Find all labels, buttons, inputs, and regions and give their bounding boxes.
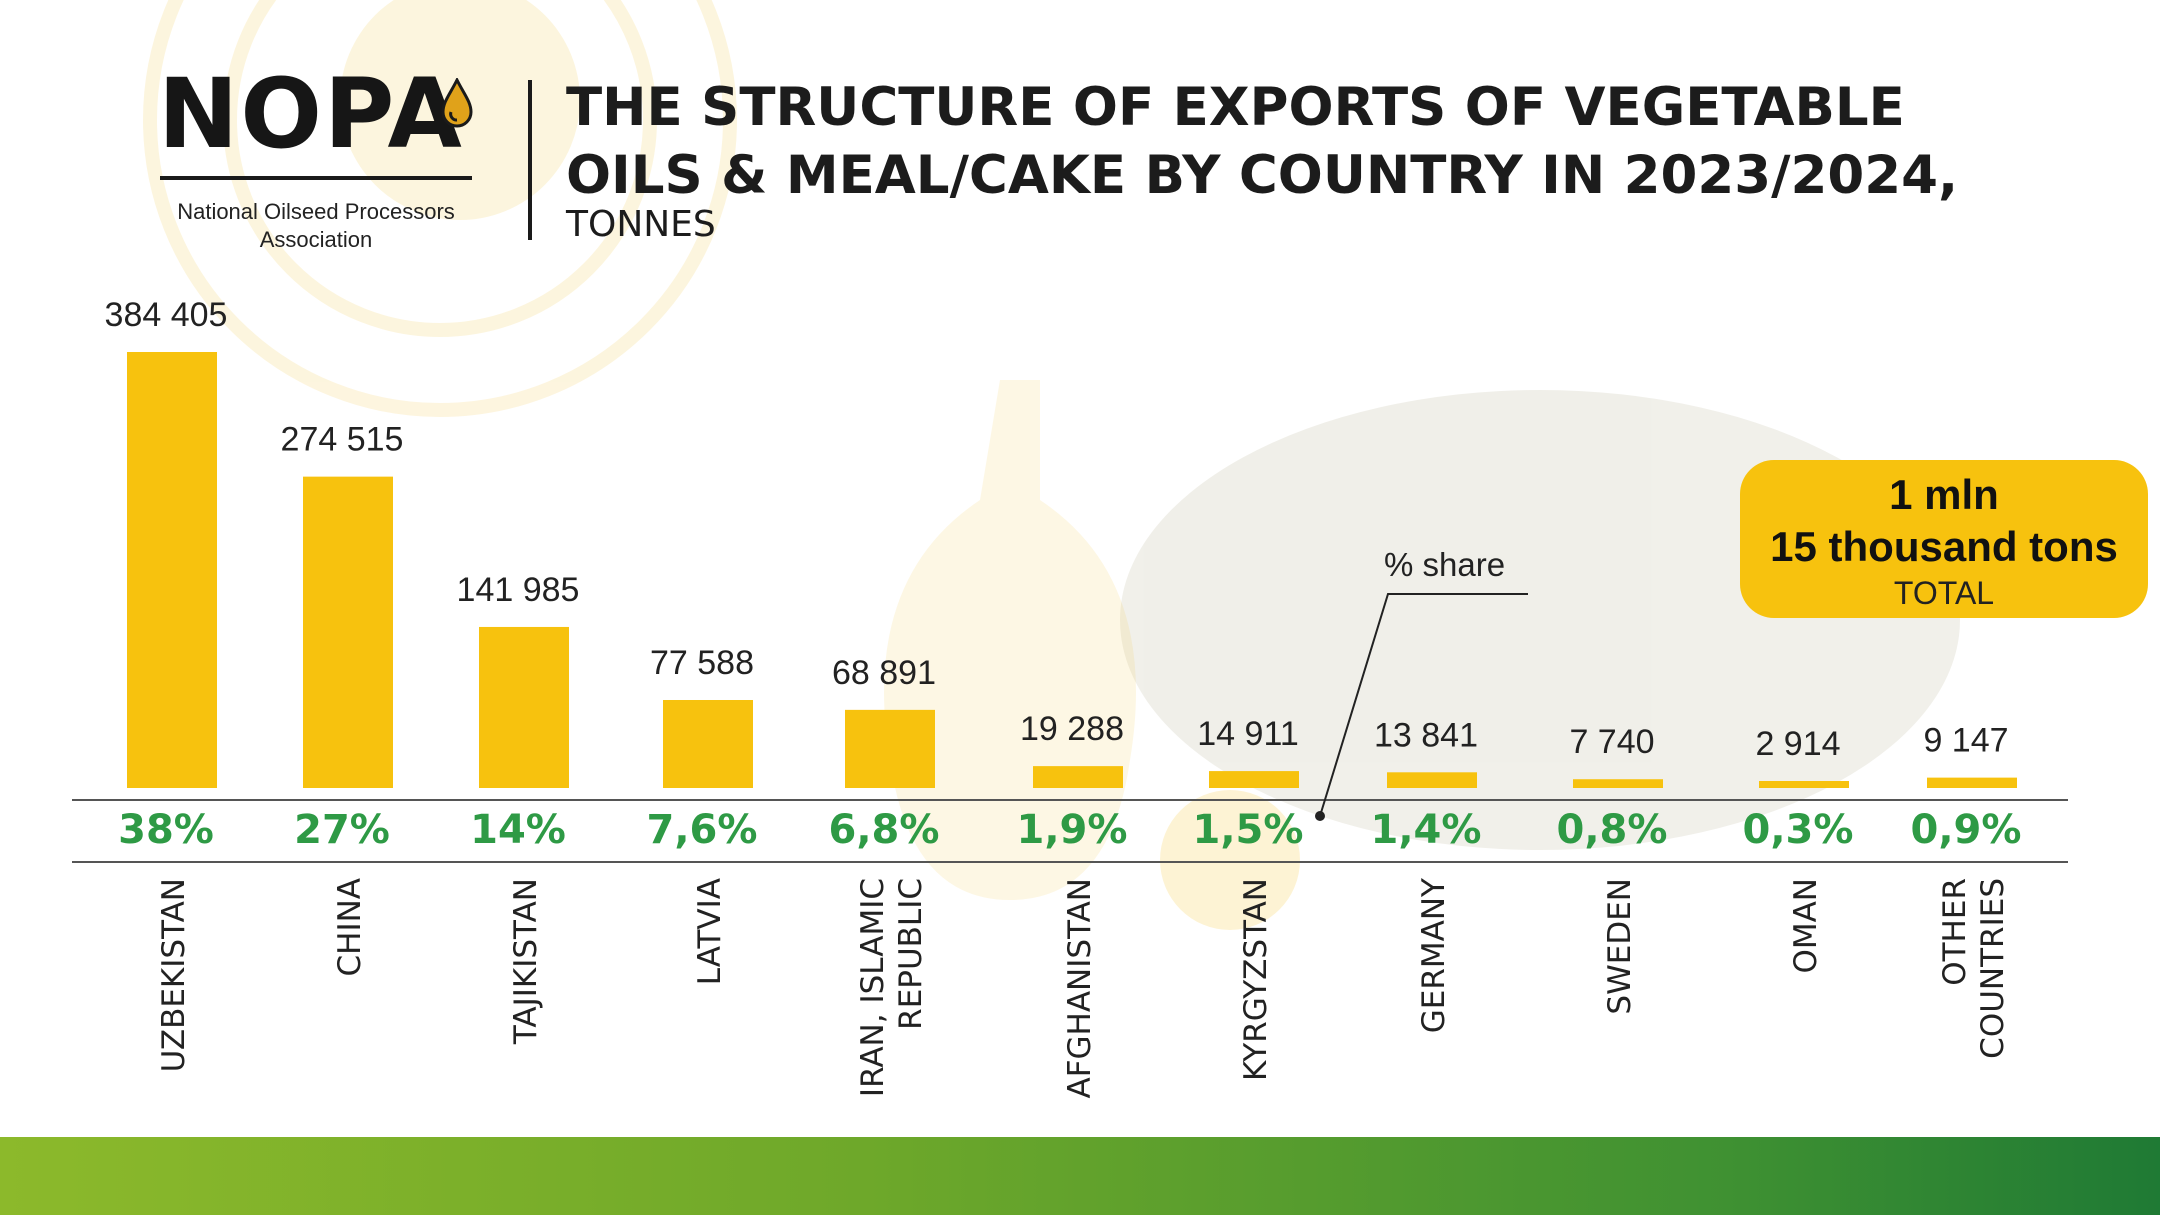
bar-9: [1759, 781, 1849, 788]
share-label-4: 6,8%: [829, 807, 940, 853]
category-label-3: LATVIA: [692, 878, 728, 985]
share-label-0: 38%: [118, 807, 214, 853]
title-divider: [528, 80, 532, 240]
logo-underline: [160, 176, 472, 180]
value-label-6: 14 911: [1197, 715, 1298, 753]
logo-wordmark: NOPA: [158, 58, 464, 170]
bar-4: [845, 709, 935, 788]
share-label-10: 0,9%: [1911, 807, 2022, 853]
category-label-1: CHINA: [332, 878, 368, 977]
value-label-3: 77 588: [650, 644, 754, 682]
title-line1: THE STRUCTURE OF EXPORTS OF VEGETABLE: [566, 77, 1905, 138]
category-label-9: OMAN: [1788, 878, 1824, 974]
category-label-4-line1: REPUBLIC: [893, 878, 929, 1030]
value-label-2: 141 985: [457, 571, 580, 609]
page-subtitle: TONNES: [566, 204, 716, 245]
share-label-5: 1,9%: [1017, 807, 1128, 853]
category-label-7: GERMANY: [1416, 878, 1452, 1033]
logo-org-line1: National Oilseed Processors: [177, 199, 455, 224]
bar-0: [127, 352, 217, 788]
share-pointer-line: [1319, 593, 1528, 817]
bar-chart: 384 405 38% UZBEKISTAN 274 515 27% CHINA 141 9…: [72, 296, 2068, 1099]
share-label-3: 7,6%: [647, 807, 758, 853]
total-callout: 1 mln 15 thousand tons TOTAL: [1740, 460, 2148, 618]
share-label-7: 1,4%: [1371, 807, 1482, 853]
footer-band: [0, 1137, 2160, 1215]
value-label-1: 274 515: [281, 421, 404, 459]
share-label-9: 0,3%: [1743, 807, 1854, 853]
category-label-10-line0: OTHER: [1937, 878, 1973, 986]
title-line2: OILS & MEAL/CAKE BY COUNTRY IN 2023/2024…: [566, 145, 1959, 206]
bar-2: [479, 626, 569, 788]
bar-6: [1209, 771, 1299, 788]
total-line3: TOTAL: [1893, 575, 1995, 611]
category-label-4-line0: IRAN, ISLAMIC: [855, 878, 891, 1097]
share-label-1: 27%: [294, 807, 390, 853]
category-label-0: UZBEKISTAN: [156, 878, 192, 1072]
bar-10: [1927, 777, 2017, 788]
category-label-2: TAJIKISTAN: [508, 878, 544, 1045]
bar-3: [663, 699, 753, 788]
value-label-5: 19 288: [1020, 710, 1124, 748]
bar-7: [1387, 772, 1477, 788]
bar-8: [1573, 779, 1663, 788]
share-label-8: 0,8%: [1557, 807, 1668, 853]
logo-org-line2: Association: [259, 227, 373, 252]
oil-drop-icon: [441, 78, 473, 128]
value-label-0: 384 405: [105, 296, 228, 334]
bar-1: [303, 476, 393, 788]
value-label-4: 68 891: [832, 654, 936, 692]
category-label-6: KYRGYZSTAN: [1238, 878, 1274, 1081]
total-line2: 15 thousand tons: [1770, 523, 2118, 570]
category-label-8: SWEDEN: [1602, 878, 1638, 1015]
value-label-9: 2 914: [1755, 725, 1840, 763]
share-pointer: [1315, 593, 1528, 821]
logo-organization-name: National Oilseed Processors Association: [150, 198, 482, 254]
total-line1: 1 mln: [1889, 471, 1999, 518]
bar-5: [1033, 766, 1123, 788]
share-label-6: 1,5%: [1193, 807, 1304, 853]
value-label-8: 7 740: [1569, 723, 1654, 761]
share-label-2: 14%: [470, 807, 566, 853]
share-pointer-dot: [1315, 811, 1325, 821]
share-annotation: % share: [1384, 546, 1506, 583]
page-title: THE STRUCTURE OF EXPORTS OF VEGETABLE OI…: [566, 74, 2066, 210]
value-label-10: 9 147: [1923, 722, 2008, 760]
category-label-5: AFGHANISTAN: [1062, 878, 1098, 1099]
category-label-10-line1: COUNTRIES: [1975, 878, 2011, 1059]
value-label-7: 13 841: [1374, 716, 1478, 754]
